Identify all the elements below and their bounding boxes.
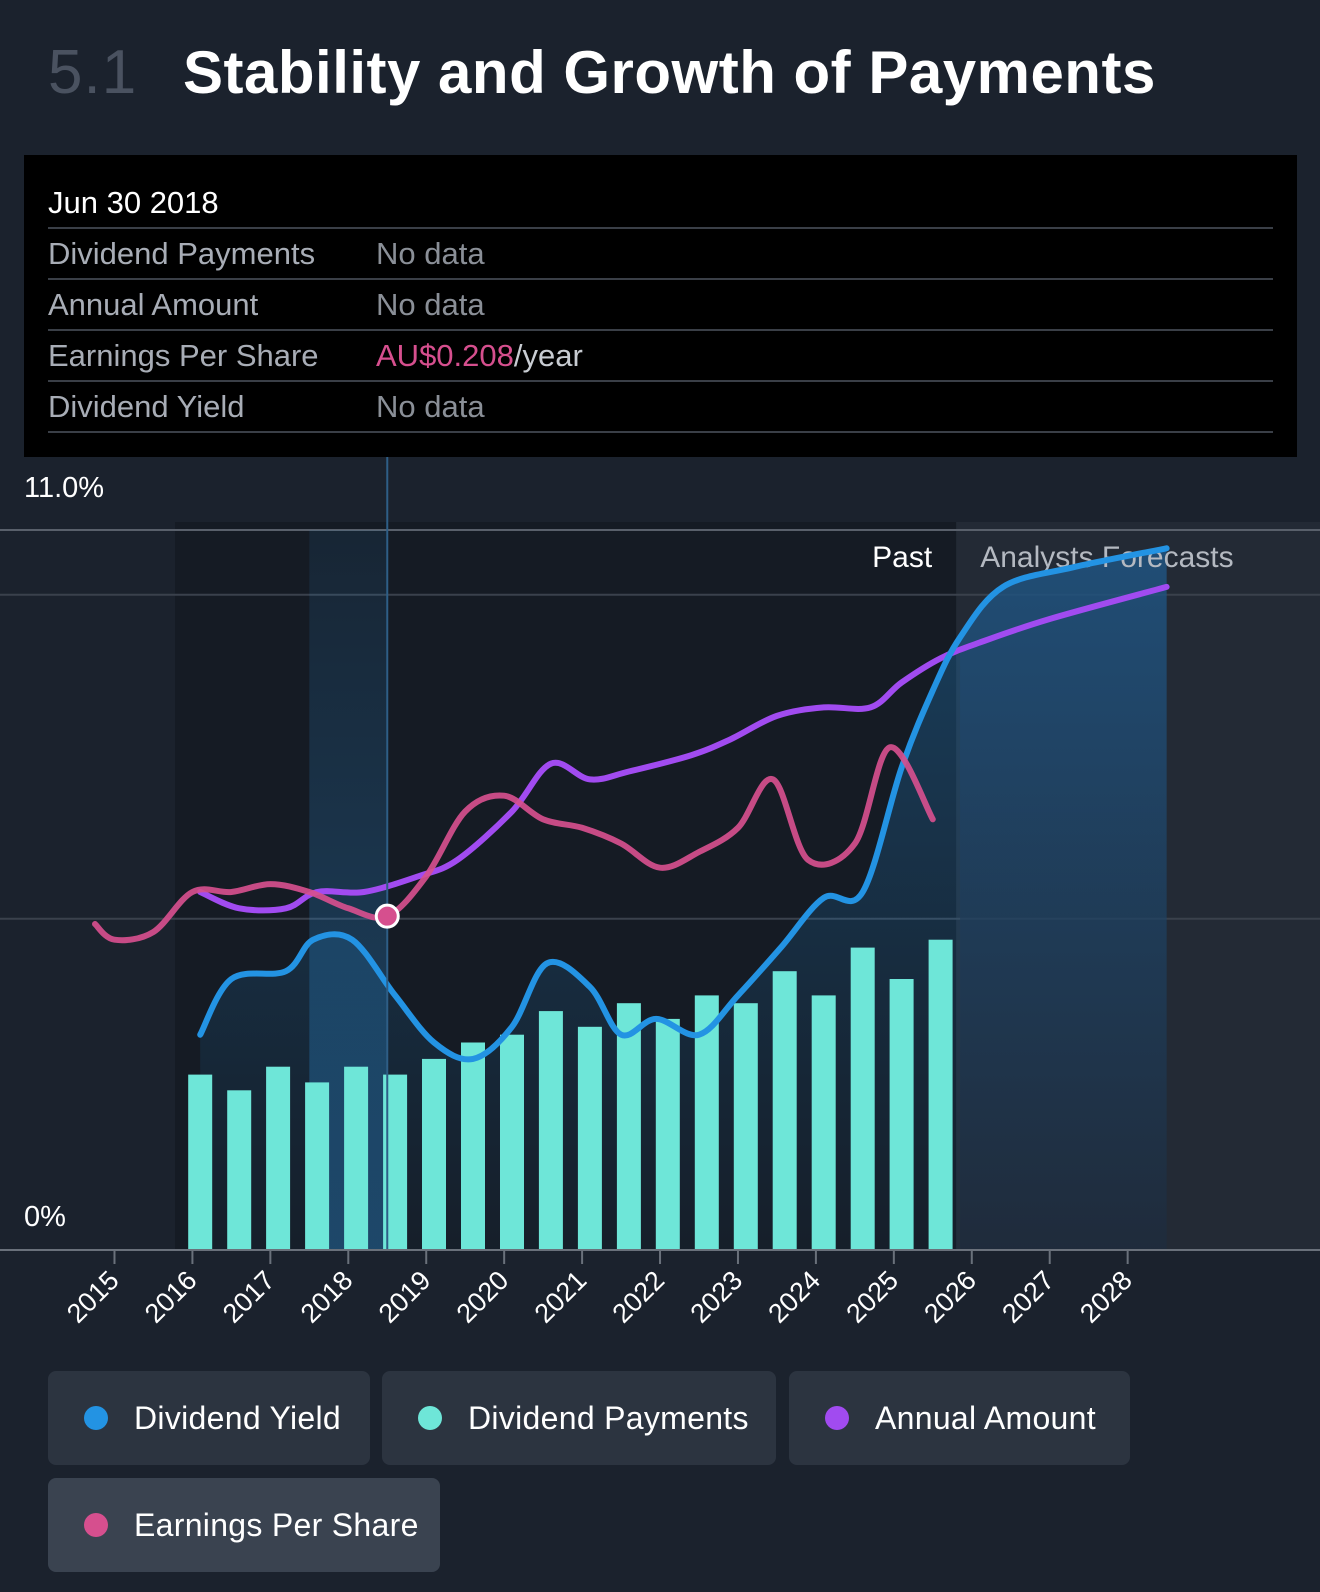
tooltip-row-dividend-yield: Dividend Yield No data: [48, 382, 1273, 433]
x-tick-label: 2016: [139, 1265, 203, 1329]
dividend-payment-bar: [889, 979, 914, 1250]
dividend-payment-bar: [733, 1003, 758, 1250]
dividend-payment-bar: [188, 1074, 213, 1250]
past-label: Past: [872, 541, 933, 574]
dividend-payment-bar: [500, 1034, 524, 1250]
annual-amount-line: [197, 583, 1170, 914]
legend-label: Annual Amount: [875, 1399, 1096, 1436]
x-tick-label: 2017: [217, 1265, 281, 1329]
dividend-payment-bar: [928, 939, 953, 1250]
dividend-payment-bar: [305, 1082, 330, 1250]
x-tick-label: 2015: [61, 1265, 125, 1329]
legend-label: Earnings Per Share: [134, 1506, 419, 1543]
eps-highlight-point: [374, 903, 400, 929]
tooltip-date: Jun 30 2018: [48, 183, 1273, 229]
tooltip-row-dividend-payments: Dividend Payments No data: [48, 229, 1273, 280]
chart-tooltip: Jun 30 2018 Dividend Payments No data An…: [24, 155, 1297, 457]
dividend-payment-bar: [772, 971, 797, 1250]
legend-label: Dividend Yield: [134, 1399, 341, 1436]
dividend-payment-bar: [616, 1003, 641, 1250]
dividend-payment-bar: [227, 1090, 252, 1250]
y-axis-top-label: 11.0%: [24, 472, 104, 504]
dividend-payment-bar: [850, 947, 875, 1250]
legend-chip-dividend-payments[interactable]: Dividend Payments: [382, 1371, 776, 1465]
tooltip-row-annual-amount: Annual Amount No data: [48, 280, 1273, 331]
eps-value: AU$0.208: [376, 338, 514, 373]
earnings-per-share-line: [92, 744, 936, 944]
x-tick-label: 2023: [685, 1265, 749, 1329]
forecast-yield-area: [960, 548, 1167, 1250]
eps-unit: /year: [513, 338, 583, 373]
x-tick-label: 2020: [451, 1265, 515, 1329]
legend-chip-dividend-yield[interactable]: Dividend Yield: [48, 1371, 370, 1465]
earnings-per-share-dot-icon: [84, 1513, 108, 1537]
dividend-payment-bar: [422, 1058, 446, 1250]
dividend-payment-bar: [461, 1042, 485, 1250]
tooltip-label: Earnings Per Share: [48, 338, 319, 373]
x-tick-label: 2025: [840, 1265, 904, 1329]
dividend-payment-bar: [344, 1066, 369, 1250]
tooltip-value: AU$0.208/year: [376, 331, 583, 380]
page-title: Stability and Growth of Payments: [183, 38, 1156, 106]
x-tick-label: 2028: [1074, 1265, 1138, 1329]
tooltip-row-earnings-per-share: Earnings Per Share AU$0.208/year: [48, 331, 1273, 382]
section-number: 5.1: [48, 37, 138, 107]
dividend-yield-dot-icon: [84, 1406, 108, 1430]
dividend-payment-bar: [266, 1066, 291, 1250]
x-tick-label: 2019: [373, 1265, 437, 1329]
x-tick-label: 2022: [607, 1265, 671, 1329]
dividend-payment-bar: [655, 1018, 680, 1250]
dividend-yield-line: [197, 545, 1170, 1063]
legend-chip-annual-amount[interactable]: Annual Amount: [789, 1371, 1130, 1465]
tooltip-label: Annual Amount: [48, 287, 259, 322]
x-tick-label: 2024: [762, 1265, 826, 1329]
dividend-payment-bar: [811, 995, 836, 1250]
tooltip-value: No data: [376, 287, 485, 322]
x-tick-label: 2021: [529, 1265, 593, 1329]
tooltip-value: No data: [376, 389, 485, 424]
legend-chip-earnings-per-share[interactable]: Earnings Per Share: [48, 1478, 440, 1572]
x-tick-label: 2026: [918, 1265, 982, 1329]
x-tick-label: 2018: [295, 1265, 359, 1329]
annual-amount-dot-icon: [825, 1406, 849, 1430]
tooltip-label: Dividend Payments: [48, 236, 316, 271]
tooltip-label: Dividend Yield: [48, 389, 245, 424]
y-axis-bottom-label: 0%: [24, 1201, 66, 1233]
dividend-payments-dot-icon: [418, 1406, 442, 1430]
legend-label: Dividend Payments: [468, 1399, 749, 1436]
chart-area[interactable]: Past Analysts Forecasts 11.0% 0% 2015 2016 201…: [0, 447, 1320, 1337]
dividend-payment-bar: [538, 1011, 563, 1250]
section-header: 5.1 Stability and Growth of Payments: [48, 32, 1156, 112]
dividend-payment-bar: [577, 1026, 602, 1250]
x-tick-label: 2027: [996, 1265, 1060, 1329]
tooltip-value: No data: [376, 236, 485, 271]
